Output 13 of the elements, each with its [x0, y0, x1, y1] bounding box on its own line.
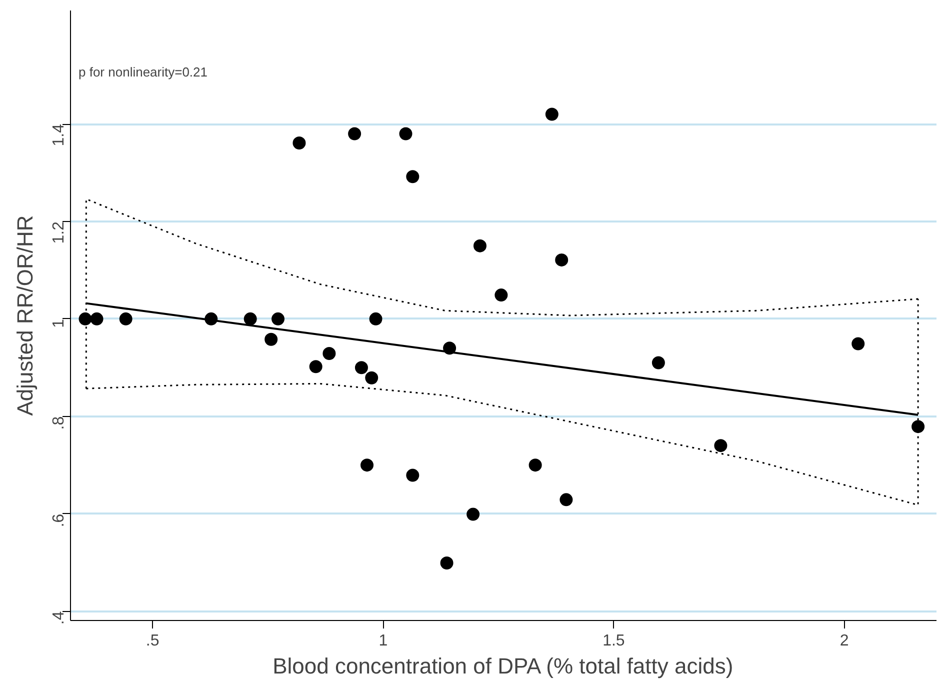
y-tick-label: .8 — [50, 416, 68, 430]
y-tick-label: .4 — [50, 611, 68, 625]
y-tick-label: 1 — [50, 318, 68, 328]
y-tick-label: .6 — [50, 514, 68, 528]
y-tick-label: 1.2 — [50, 221, 68, 244]
x-tick-label: .5 — [146, 632, 160, 650]
x-tick-label: 1 — [378, 632, 388, 650]
x-tick-label: 2 — [840, 632, 849, 650]
y-tick-label: 1.4 — [50, 124, 68, 146]
y-axis-title: Adjusted RR/OR/HR — [12, 215, 38, 416]
x-axis-title: Blood concentration of DPA (% total fatty acids) — [272, 654, 734, 678]
annotation: p for nonlinearity=0.21 — [78, 64, 208, 80]
x-tick-label: 1.5 — [602, 632, 625, 650]
